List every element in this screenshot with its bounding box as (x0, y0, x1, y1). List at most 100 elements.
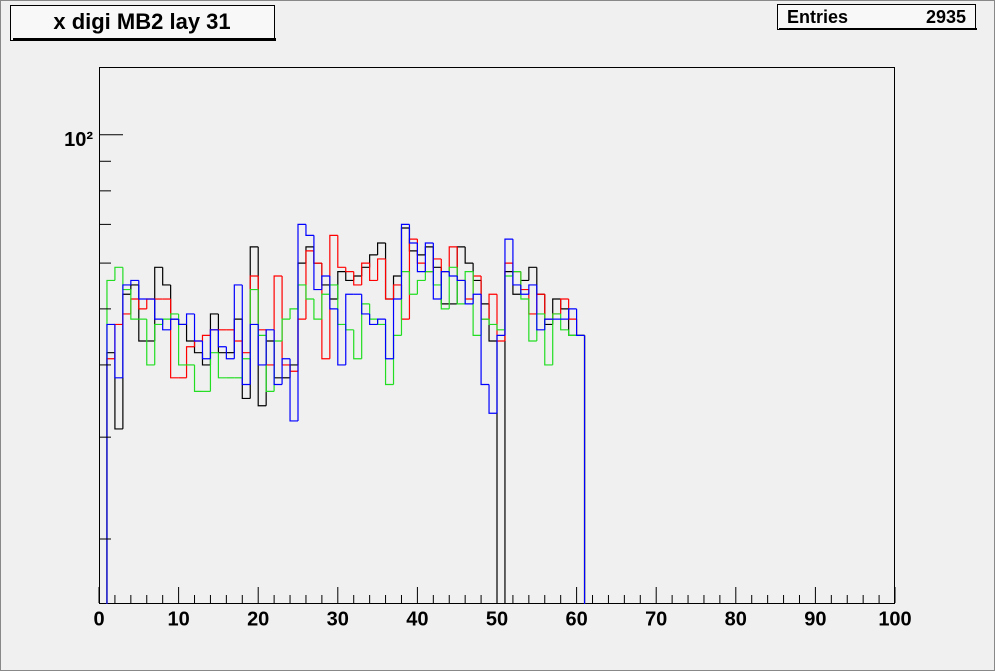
histogram-step (265, 329, 275, 365)
histogram-step (321, 275, 330, 290)
histogram-step (217, 329, 227, 348)
histogram-step (241, 284, 251, 386)
histogram-step (289, 308, 298, 320)
histogram-step (377, 318, 386, 325)
histogram-step (361, 262, 370, 285)
x-tick-label: 70 (645, 608, 667, 630)
histogram-step (201, 340, 211, 360)
histogram-step (576, 308, 585, 336)
histogram-step (536, 284, 545, 331)
histogram-step (520, 284, 529, 295)
histogram-step (353, 271, 362, 286)
title-box (10, 5, 275, 41)
stats-shadow (779, 28, 977, 30)
histogram-step (138, 280, 147, 300)
x-tick-label: 20 (247, 608, 269, 630)
histogram-step (496, 334, 505, 414)
histogram-step (353, 329, 362, 360)
histogram-step (408, 271, 418, 295)
histogram-step (337, 235, 346, 268)
x-tick-label: 100 (878, 608, 911, 630)
histogram-step (185, 324, 195, 342)
histogram-step (544, 318, 553, 330)
histogram-step (472, 293, 482, 304)
x-tick-label: 10 (167, 608, 189, 630)
histogram-step (114, 266, 123, 281)
histogram-step (416, 279, 426, 295)
histogram-step (154, 323, 163, 365)
y-tick-label: 10² (64, 129, 93, 151)
histogram-step (345, 267, 354, 273)
histogram-step (377, 258, 386, 281)
histogram-step (369, 313, 378, 326)
histogram-step (146, 319, 155, 366)
histogram-step (377, 242, 386, 255)
histogram-step (185, 313, 195, 325)
histogram-step (114, 324, 123, 379)
histogram-step (225, 346, 235, 360)
histogram-step (178, 313, 187, 366)
histogram-step (361, 294, 370, 315)
histogram-step (384, 319, 394, 360)
histogram-step (122, 284, 131, 378)
histogram-step (528, 284, 537, 295)
histogram-step (281, 358, 291, 385)
histogram-step (464, 280, 474, 305)
x-tick-label: 40 (406, 608, 428, 630)
chart-title: x digi MB2 lay 31 (53, 9, 230, 34)
histogram-step (313, 235, 322, 291)
histogram-step (305, 224, 314, 236)
histogram-step (392, 284, 402, 300)
histogram-step (289, 358, 298, 422)
histogram-step (233, 284, 243, 359)
histogram-step (193, 313, 203, 342)
histograms (106, 223, 586, 604)
histogram-step (424, 242, 434, 272)
histogram-step (552, 313, 561, 365)
histogram-step (448, 271, 458, 277)
histogram-step (217, 352, 227, 379)
histogram-step (568, 308, 577, 320)
histogram-step (480, 294, 490, 386)
histogram-step (456, 275, 466, 282)
x-tick-label: 0 (93, 608, 104, 630)
histogram-step (488, 384, 497, 414)
histogram-step (162, 319, 171, 331)
histogram-step (209, 329, 219, 359)
title-shadow (13, 38, 276, 41)
histogram-step (162, 267, 171, 286)
histogram-step (273, 329, 283, 386)
x-tick-label: 90 (804, 608, 826, 630)
histogram-step (170, 318, 179, 330)
histogram-step (130, 279, 139, 285)
histogram-step (432, 242, 442, 300)
histogram-step (384, 258, 394, 300)
histogram-step (201, 334, 211, 341)
histogram-step (496, 340, 498, 604)
histogram-step (488, 293, 497, 320)
histogram-step (408, 224, 418, 244)
x-tick-label: 30 (327, 608, 349, 630)
histogram-step (329, 234, 338, 359)
histogram-step (528, 299, 537, 342)
histogram-step (345, 293, 354, 365)
histogram-step (504, 238, 513, 336)
histogram-step (416, 242, 426, 273)
histogram-step (568, 329, 577, 336)
histogram-step (345, 271, 354, 282)
histogram-step (297, 223, 306, 421)
histogram-step (329, 275, 338, 310)
histogram-step (440, 271, 450, 300)
histogram-step (170, 313, 179, 320)
histogram-step (130, 289, 139, 320)
histogram-step (257, 324, 267, 366)
x-tick-label: 80 (725, 608, 747, 630)
histogram-step (281, 318, 291, 341)
histogram-step (185, 346, 195, 378)
histogram-step (472, 271, 482, 336)
histogram-step (583, 335, 586, 604)
histogram-step (560, 298, 569, 314)
stats-label: Entries (787, 7, 848, 27)
stats-value: 2935 (926, 7, 966, 27)
